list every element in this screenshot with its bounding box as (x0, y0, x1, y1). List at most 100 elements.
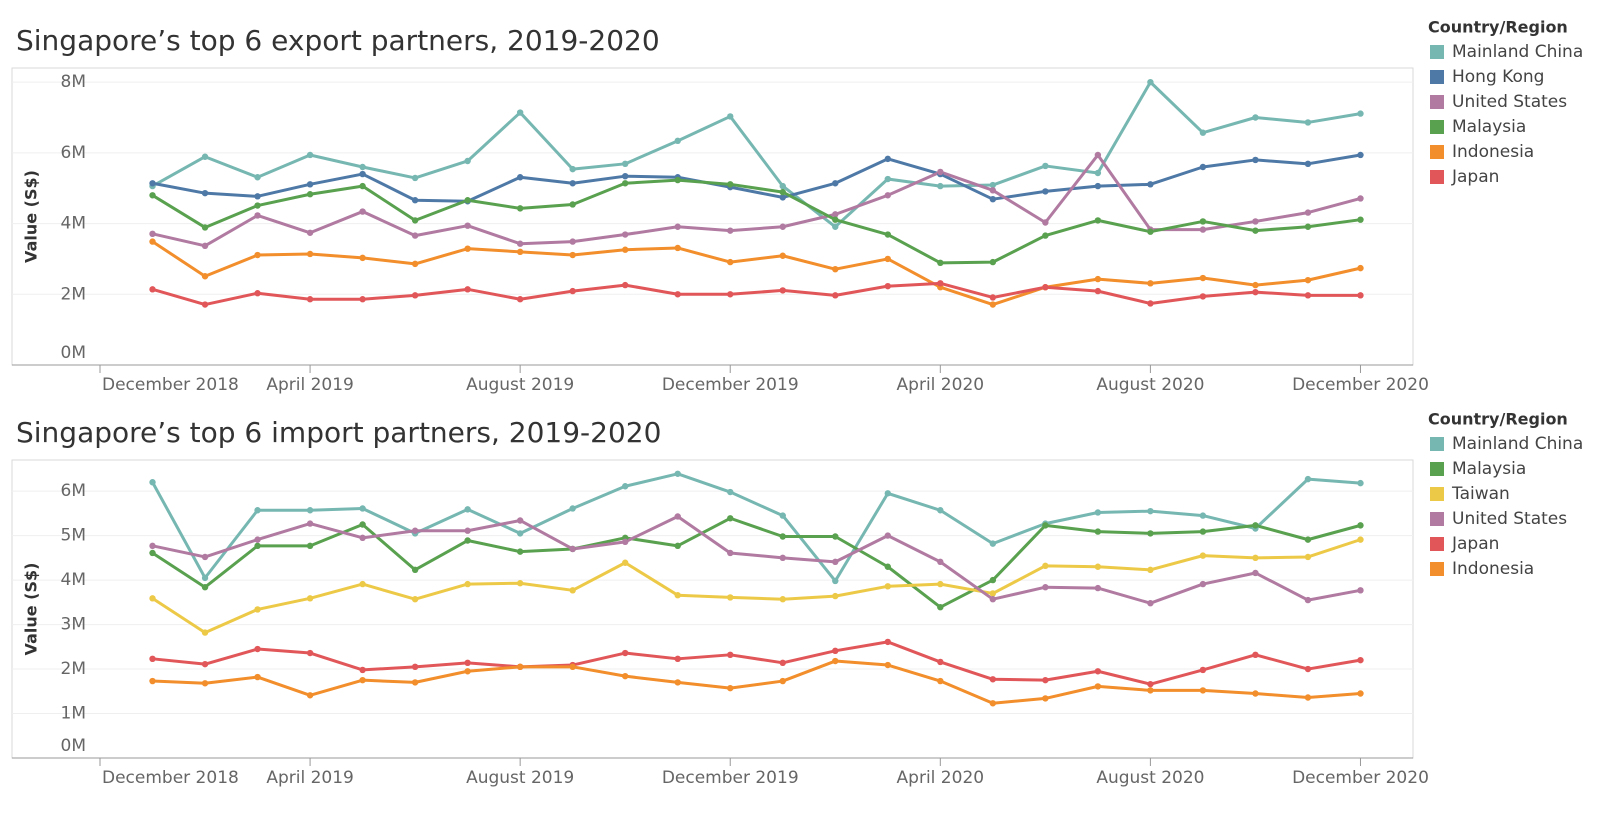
data-point (464, 506, 471, 513)
data-point (1094, 287, 1102, 295)
data-point (1147, 687, 1154, 694)
data-point (201, 680, 209, 687)
data-point (201, 301, 209, 308)
data-point (989, 294, 997, 301)
data-point (464, 286, 471, 293)
data-point (832, 592, 839, 600)
data-point (727, 488, 734, 496)
x-tick-label: April 2020 (897, 375, 985, 395)
data-point (149, 655, 156, 663)
data-point (1252, 227, 1259, 234)
series-line (152, 640, 1361, 686)
x-tick-label: December 2018 (102, 768, 239, 788)
data-point (989, 195, 997, 203)
data-point (149, 238, 156, 245)
legend-swatch (1430, 120, 1444, 134)
data-point (201, 553, 209, 561)
data-point (1042, 219, 1049, 226)
data-point (1252, 554, 1259, 562)
x-tick-label: August 2019 (466, 375, 574, 395)
data-point (622, 559, 629, 566)
data-point (1042, 584, 1049, 591)
data-point (1357, 216, 1364, 223)
data-point (306, 296, 314, 303)
data-point (1199, 218, 1207, 225)
data-point (569, 587, 576, 594)
data-point (622, 172, 629, 180)
data-point (1199, 274, 1207, 282)
data-point (201, 242, 209, 250)
data-point (989, 596, 997, 603)
data-point (622, 180, 629, 187)
x-tick-label: December 2019 (662, 375, 799, 395)
data-point (779, 677, 786, 685)
data-point (1094, 169, 1102, 177)
data-point (201, 574, 209, 582)
data-point (1199, 512, 1207, 519)
data-point (359, 521, 366, 528)
data-point (1357, 536, 1364, 543)
data-point (149, 595, 156, 602)
data-point (779, 252, 786, 259)
data-point (727, 291, 734, 298)
data-point (1042, 284, 1049, 291)
legend-label: United States (1452, 92, 1567, 112)
data-point (569, 251, 576, 259)
data-point (306, 542, 314, 550)
data-point (569, 180, 576, 187)
series-line (151, 516, 1361, 609)
data-point (779, 194, 786, 201)
data-point (359, 208, 366, 215)
y-axis-title: Value (S$) (22, 170, 41, 263)
data-point (674, 470, 681, 477)
data-point (622, 483, 629, 490)
data-point (727, 227, 734, 234)
legend-swatch (1430, 562, 1444, 576)
data-point (411, 663, 419, 671)
data-point (306, 507, 314, 514)
data-point (779, 223, 786, 230)
data-point (149, 542, 156, 550)
data-point (1147, 507, 1154, 515)
data-point (989, 187, 997, 194)
data-point (1094, 563, 1102, 570)
data-point (727, 181, 734, 188)
data-point (1147, 600, 1154, 607)
legend-swatch (1430, 537, 1444, 551)
legend-label: Japan (1451, 167, 1499, 187)
x-tick-label: April 2019 (266, 768, 354, 788)
data-point (1252, 288, 1259, 296)
y-tick-label: 5M (61, 526, 86, 546)
data-point (516, 548, 524, 555)
data-point (779, 188, 786, 196)
data-point (1042, 562, 1049, 570)
data-point (149, 479, 156, 486)
data-point (832, 223, 839, 230)
data-point (516, 530, 524, 537)
data-point (674, 655, 681, 663)
data-point (254, 673, 261, 681)
series-line (151, 178, 1361, 265)
data-point (727, 684, 734, 692)
data-point (674, 223, 681, 230)
data-point (937, 580, 944, 588)
legend-label: United States (1452, 509, 1567, 529)
series-line (151, 472, 1361, 583)
data-point (832, 558, 839, 566)
data-point (516, 517, 524, 524)
data-point (1094, 275, 1102, 283)
data-point (201, 189, 209, 197)
data-point (149, 677, 156, 685)
data-point (464, 668, 471, 675)
data-point (884, 175, 891, 183)
data-point (727, 549, 734, 557)
data-point (254, 606, 261, 613)
data-point (832, 211, 839, 218)
legend-swatch (1430, 437, 1444, 451)
data-point (149, 286, 156, 293)
data-point (1304, 536, 1312, 543)
data-point (1304, 475, 1312, 483)
plot-frame (11, 67, 1414, 366)
data-point (1042, 162, 1049, 170)
